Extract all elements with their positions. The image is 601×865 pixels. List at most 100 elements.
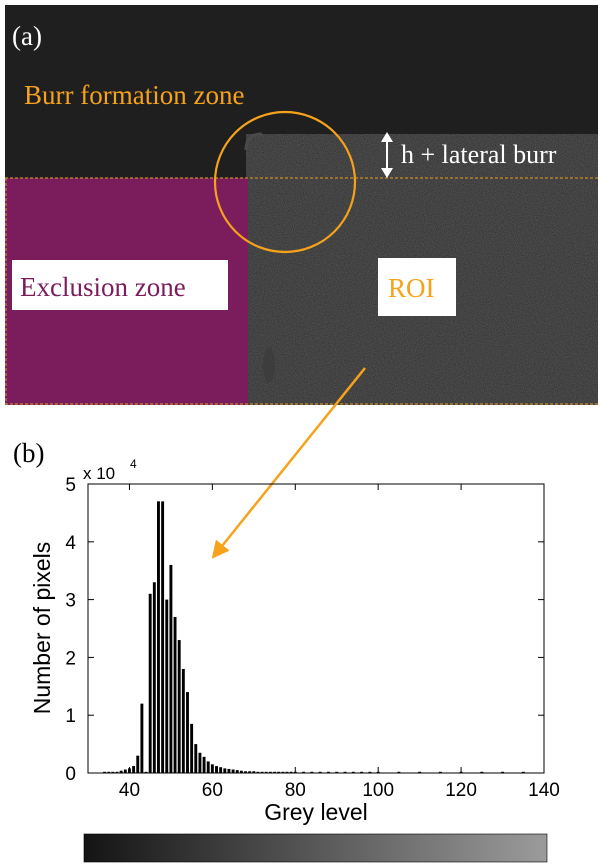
connector-arrow [211,367,366,559]
histogram-bar [360,771,364,773]
exclusion-label: Exclusion zone [20,272,186,302]
histogram-bar [144,771,148,773]
histogram-bar [140,703,144,773]
x-tick-label: 60 [202,780,223,801]
histogram-bar [186,692,189,773]
height-arrow-icon [381,132,393,178]
histogram-bar [103,771,107,773]
histogram-bars [103,501,525,773]
x-tick-label: 140 [528,780,560,801]
histogram-bar [206,761,210,773]
histogram-bar [248,771,252,773]
histogram-bar [302,771,306,773]
histogram-bar [244,771,247,773]
histogram-bar [219,767,223,773]
histogram-bar [343,771,347,773]
histogram-bar [480,771,484,773]
histogram-bar [161,501,165,773]
histogram-bar [128,768,131,773]
histogram-bar [132,766,136,773]
histogram-bar [459,771,463,773]
panel-b-label: (b) [13,438,44,468]
histogram-bar [223,768,227,773]
histogram-bar [194,744,198,773]
burr-highlight-circle [213,110,357,254]
specimen-corner [244,132,263,151]
histogram-bar [190,723,194,773]
histogram-bar [397,771,401,773]
x-tick-label: 120 [445,780,477,801]
x-tick-label: 80 [285,780,306,801]
histogram-bar [335,771,339,773]
y-scale-exponent-base: x 10 [83,464,115,483]
histogram-bar [169,564,173,773]
y-tick-label: 1 [65,706,76,727]
histogram-bar [318,771,322,773]
histogram-bar [198,752,202,773]
histogram-bar [181,668,185,773]
histogram-bar [376,771,380,773]
roi-label: ROI [388,273,435,303]
histogram-bar [119,770,123,773]
x-axis-ticks: 40 60 80 100 120 140 [119,484,560,801]
surface-defect [263,347,275,383]
histogram-bar [351,771,355,773]
x-tick-label: 100 [362,780,394,801]
histogram-bar [285,771,289,773]
histogram-bar [521,771,525,773]
y-tick-label: 2 [65,648,76,669]
x-tick-label: 40 [119,780,140,801]
histogram-bar [264,771,268,773]
histogram-bar [368,771,372,773]
histogram-bar [231,769,235,773]
roi-label-box [378,258,456,316]
histogram-bar [239,770,243,773]
histogram-bar [277,771,281,773]
histogram-bar [202,756,206,773]
histogram-bar [210,764,214,773]
histogram-bar [281,771,285,773]
panel-a-label: (a) [12,21,42,51]
histogram-bar [227,768,231,773]
histogram-bar [157,501,160,773]
height-annotation: h + lateral burr [401,140,557,169]
x-axis-label: Grey level [264,799,368,825]
histogram-bar [268,771,272,773]
histogram-bar [501,771,504,773]
histogram-bar [310,771,314,773]
histogram-bar [136,755,140,773]
panel-b: (b) 0 1 2 3 4 5 40 60 80 100 120 140 x 10 4 Number… [13,367,560,863]
grey-level-colorbar [83,833,548,863]
histogram-bar [438,771,442,773]
y-tick-label: 4 [65,533,76,554]
histogram-bar [418,771,422,773]
burr-zone-label: Burr formation zone [24,80,244,110]
y-tick-label: 5 [65,475,76,496]
histogram-bar [252,771,256,773]
histogram-bar [152,582,156,773]
y-tick-label: 3 [65,591,76,612]
histogram-bar [173,616,177,773]
histogram-bar [256,771,260,773]
histogram-bar [273,771,276,773]
y-axis-ticks: 0 1 2 3 4 5 [65,475,544,785]
y-scale-exponent-power: 4 [130,457,137,471]
histogram-bar [215,766,218,773]
panel-a: (a) Burr formation zone h + lateral burr… [5,5,598,405]
histogram-bar [235,770,239,773]
y-tick-label: 0 [65,764,76,785]
histogram-bar [289,771,293,773]
histogram-bar [165,599,169,773]
histogram-bar [107,771,111,773]
plot-frame [87,483,545,774]
exclusion-label-box [12,260,228,310]
histogram-bar [260,771,264,773]
histogram-bar [111,771,115,773]
histogram-bar [115,771,119,773]
histogram-bar [177,640,181,773]
histogram-bar [123,769,127,773]
histogram-bar [293,771,297,773]
y-axis-label: Number of pixels [29,542,55,715]
histogram-bar [326,771,330,773]
